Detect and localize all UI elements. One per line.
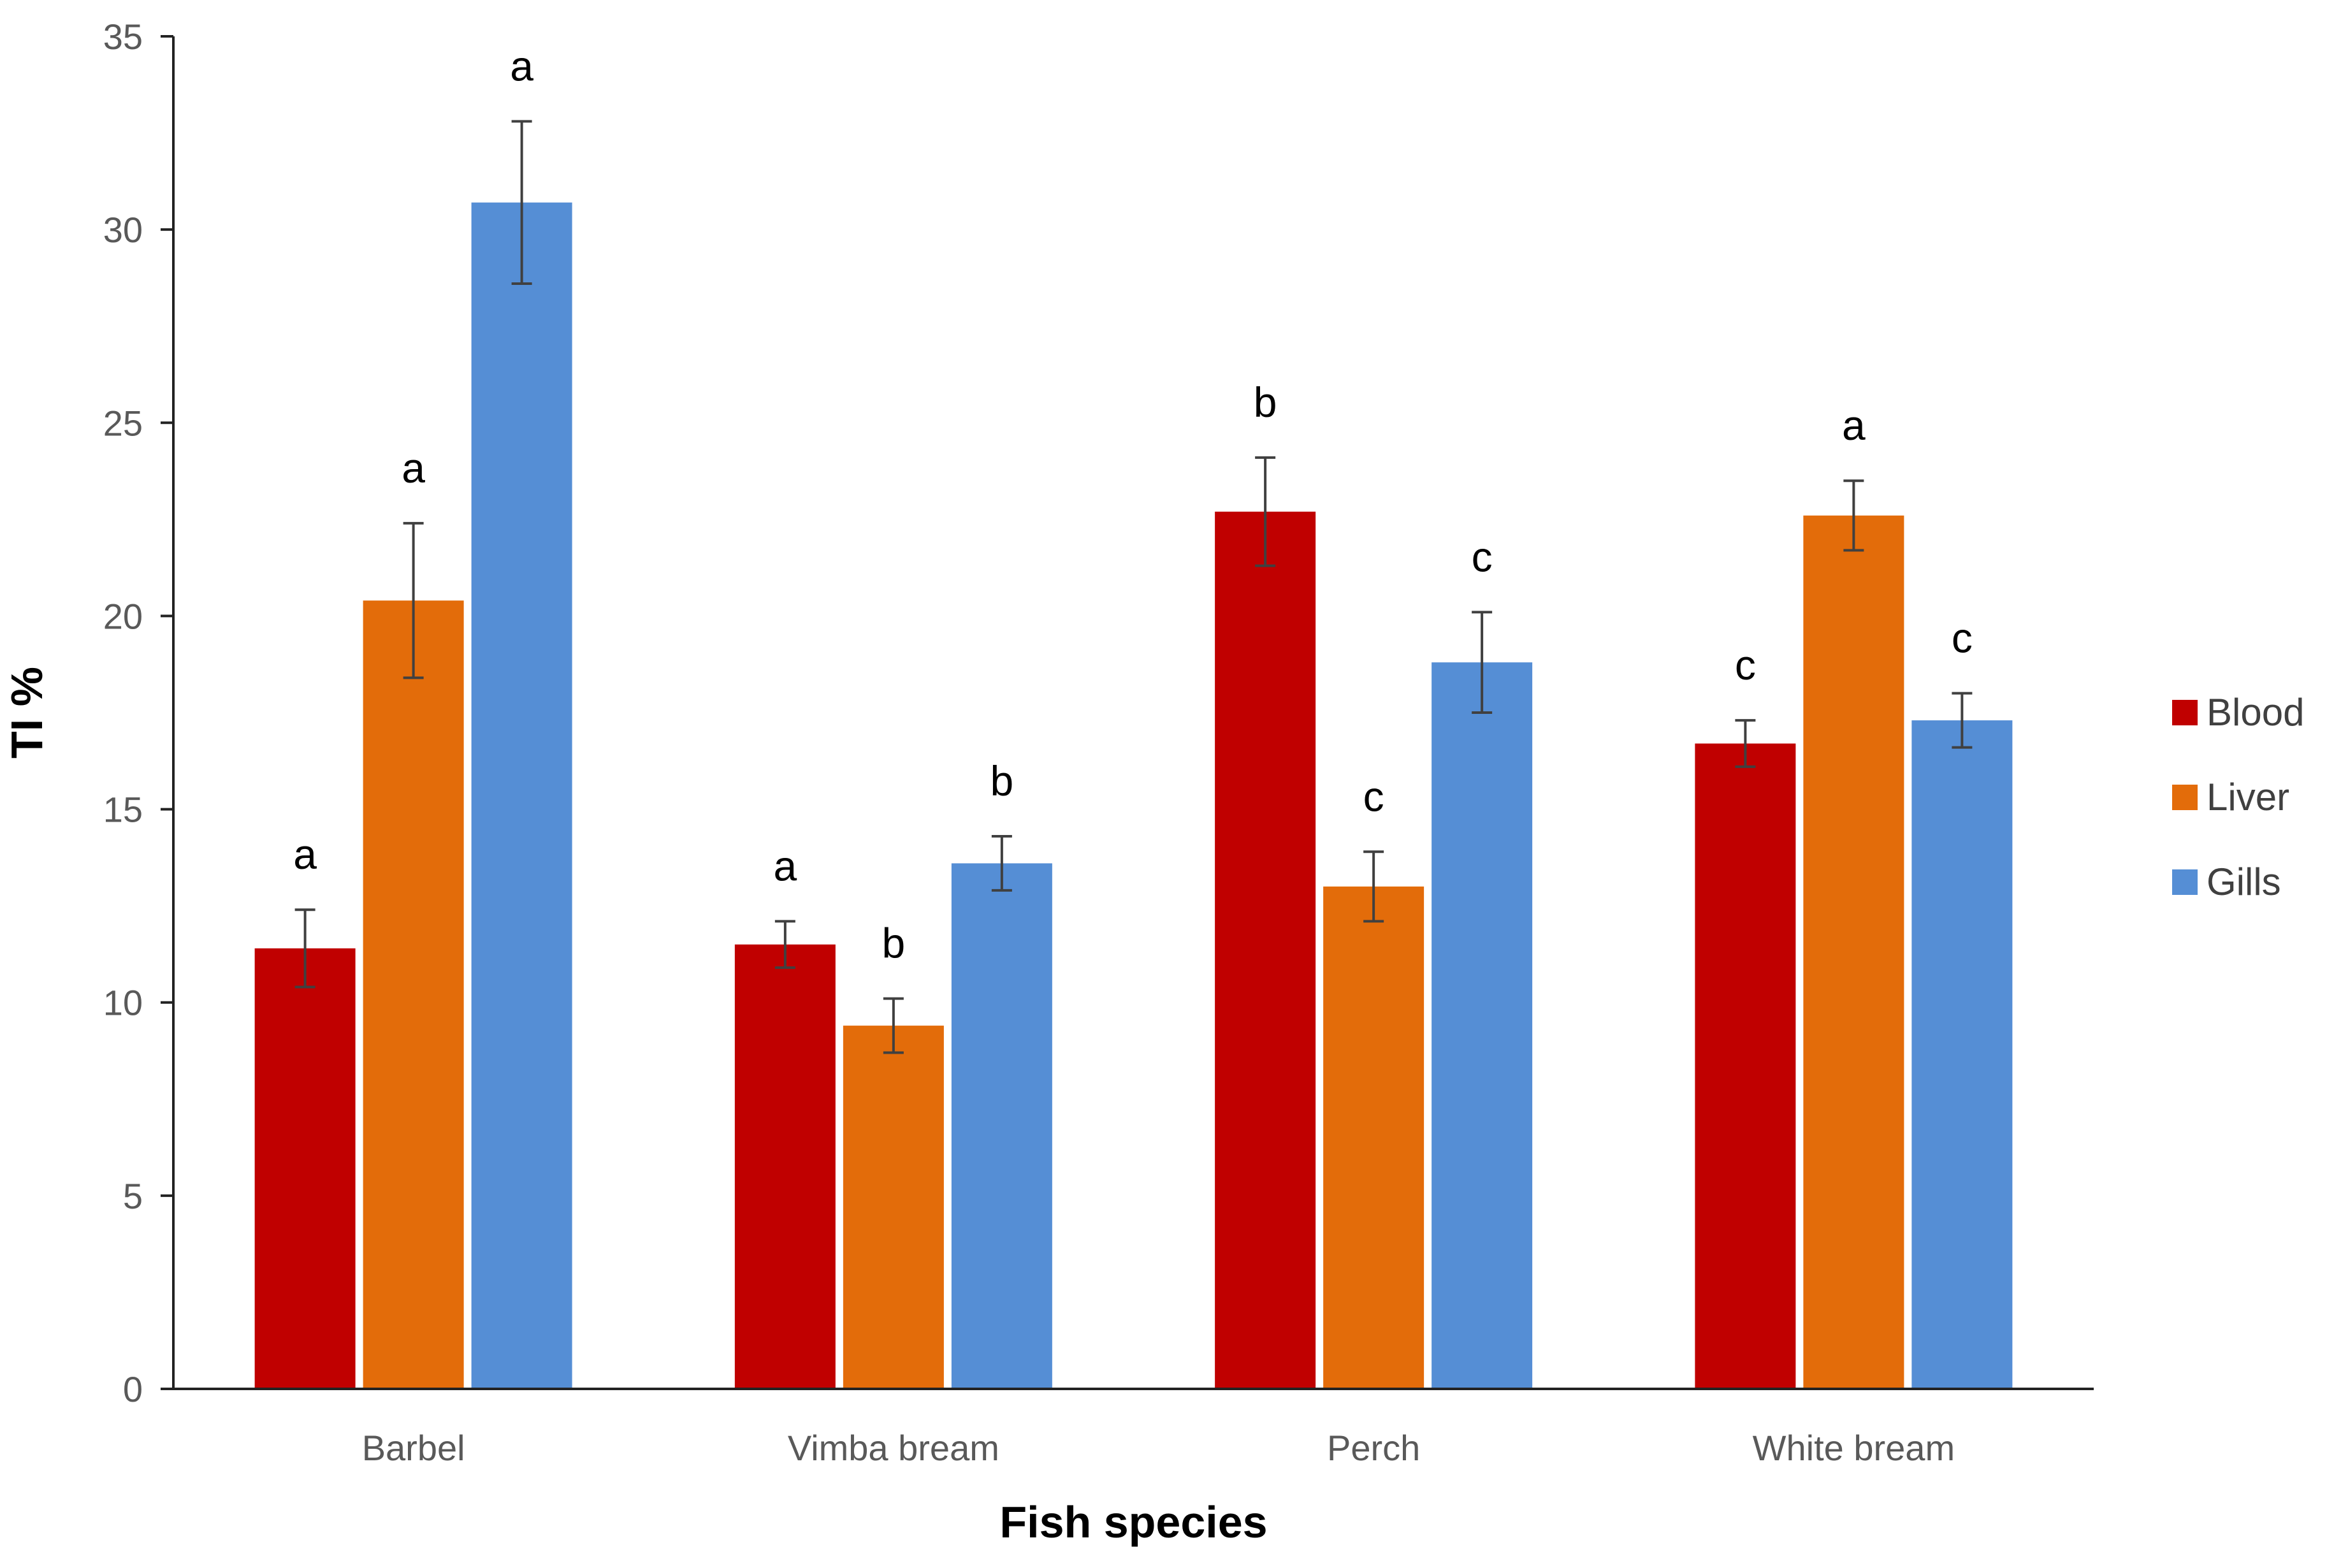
significance-label: b [990, 757, 1014, 804]
significance-label: a [774, 842, 797, 889]
legend-swatch-blood [2172, 700, 2198, 725]
y-axis-title: TI % [2, 667, 52, 759]
legend-label-blood: Blood [2207, 691, 2304, 734]
y-tick-label: 10 [103, 983, 143, 1023]
bar-gills-barbel [471, 202, 572, 1389]
legend-swatch-liver [2172, 785, 2198, 810]
bar-gills-perch [1432, 662, 1533, 1389]
y-tick-label: 0 [123, 1369, 143, 1409]
y-tick-label: 5 [123, 1176, 143, 1216]
y-tick-label: 35 [103, 17, 143, 57]
significance-labels: a a a a b b b c c c a c [293, 42, 1973, 966]
y-tick-label: 25 [103, 403, 143, 443]
significance-label: c [1735, 641, 1756, 688]
significance-label: b [1254, 379, 1277, 426]
legend-swatch-gills [2172, 869, 2198, 895]
bar-gills-vimba-bream [951, 863, 1052, 1389]
legend-label-liver: Liver [2207, 776, 2289, 818]
bar-liver-vimba-bream [843, 1026, 944, 1389]
legend: Blood Liver Gills [2172, 691, 2304, 903]
bar-blood-white-bream [1695, 743, 1796, 1389]
x-tick-label: Barbel [362, 1428, 465, 1468]
x-tick-label: Vimba bream [788, 1428, 999, 1468]
significance-label: a [510, 42, 533, 89]
bar-blood-barbel [254, 948, 356, 1389]
significance-label: a [402, 444, 425, 491]
y-tick-label: 30 [103, 210, 143, 250]
x-tick-label: White bream [1753, 1428, 1955, 1468]
bar-liver-barbel [363, 600, 464, 1389]
legend-label-gills: Gills [2207, 860, 2281, 903]
bar-blood-vimba-bream [734, 944, 836, 1389]
bars [254, 202, 2013, 1389]
significance-label: c [1952, 614, 1973, 662]
x-axis-title: Fish species [999, 1497, 1267, 1547]
error-bars [294, 120, 1973, 1054]
bar-blood-perch [1215, 511, 1316, 1389]
y-axis-ticks: 0 5 10 15 20 25 30 35 [103, 17, 173, 1409]
bar-gills-white-bream [1911, 720, 2013, 1389]
bar-liver-perch [1323, 886, 1424, 1389]
x-axis-ticks: Barbel Vimba bream Perch White bream [362, 1428, 1955, 1468]
significance-label: a [1842, 402, 1866, 449]
y-tick-label: 20 [103, 596, 143, 636]
x-tick-label: Perch [1327, 1428, 1420, 1468]
significance-label: c [1363, 773, 1384, 820]
significance-label: c [1472, 533, 1493, 580]
bar-liver-white-bream [1803, 515, 1904, 1389]
significance-label: b [882, 920, 906, 967]
significance-label: a [293, 831, 317, 878]
y-tick-label: 15 [103, 790, 143, 830]
